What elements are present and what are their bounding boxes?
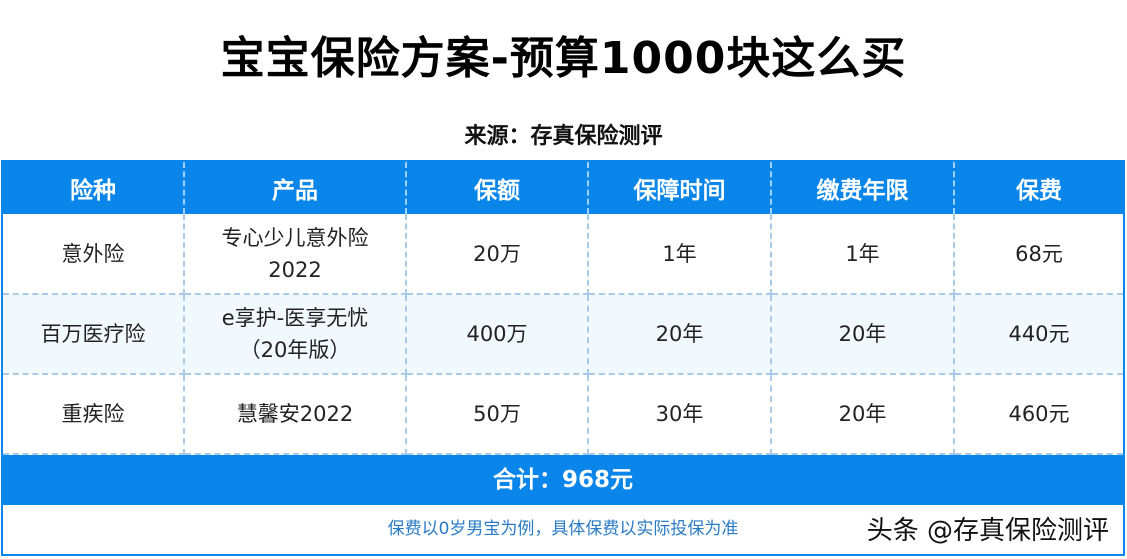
- cell-type: 百万医疗险: [3, 294, 185, 375]
- source-line: 来源：存真保险测评: [464, 124, 663, 149]
- cell-payment-years: 20年: [771, 374, 955, 455]
- cell-premium: 460元: [954, 374, 1123, 455]
- cell-premium: 440元: [954, 294, 1123, 375]
- table-header-row: 险种 产品 保额 保障时间 缴费年限 保费: [3, 162, 1123, 214]
- insurance-table: 险种 产品 保额 保障时间 缴费年限 保费 意外险 专心少儿意外险 2022 2…: [3, 162, 1123, 455]
- insurance-table-frame: 险种 产品 保额 保障时间 缴费年限 保费 意外险 专心少儿意外险 2022 2…: [1, 160, 1125, 556]
- header-payment-years: 缴费年限: [771, 162, 955, 214]
- cell-term: 30年: [588, 374, 772, 455]
- header-coverage: 保额: [406, 162, 589, 214]
- page-title: 宝宝保险方案-预算1000块这么买: [220, 33, 907, 84]
- cell-type: 意外险: [3, 214, 185, 295]
- cell-premium: 68元: [954, 214, 1123, 295]
- cell-term: 20年: [588, 294, 772, 375]
- watermark: 头条 @存真保险测评: [862, 510, 1113, 547]
- cell-product: 慧馨安2022: [184, 374, 407, 455]
- cell-product: e享护-医享无忧 （20年版）: [184, 294, 407, 375]
- cell-payment-years: 1年: [771, 214, 955, 295]
- cell-payment-years: 20年: [771, 294, 955, 375]
- header-premium: 保费: [954, 162, 1123, 214]
- header-term: 保障时间: [588, 162, 772, 214]
- cell-coverage: 400万: [406, 294, 589, 375]
- header-type: 险种: [3, 162, 185, 214]
- cell-term: 1年: [588, 214, 772, 295]
- footnote: 保费以0岁男宝为例，具体保费以实际投保为准: [387, 519, 739, 539]
- table-row: 百万医疗险 e享护-医享无忧 （20年版） 400万 20年 20年 440元: [3, 294, 1123, 375]
- table-row: 意外险 专心少儿意外险 2022 20万 1年 1年 68元: [3, 214, 1123, 295]
- total-bar: 合计：968元: [3, 455, 1123, 505]
- header-product: 产品: [184, 162, 407, 214]
- cell-product: 专心少儿意外险 2022: [184, 214, 407, 295]
- cell-coverage: 20万: [406, 214, 589, 295]
- cell-coverage: 50万: [406, 374, 589, 455]
- table-row: 重疾险 慧馨安2022 50万 30年 20年 460元: [3, 374, 1123, 455]
- cell-type: 重疾险: [3, 374, 185, 455]
